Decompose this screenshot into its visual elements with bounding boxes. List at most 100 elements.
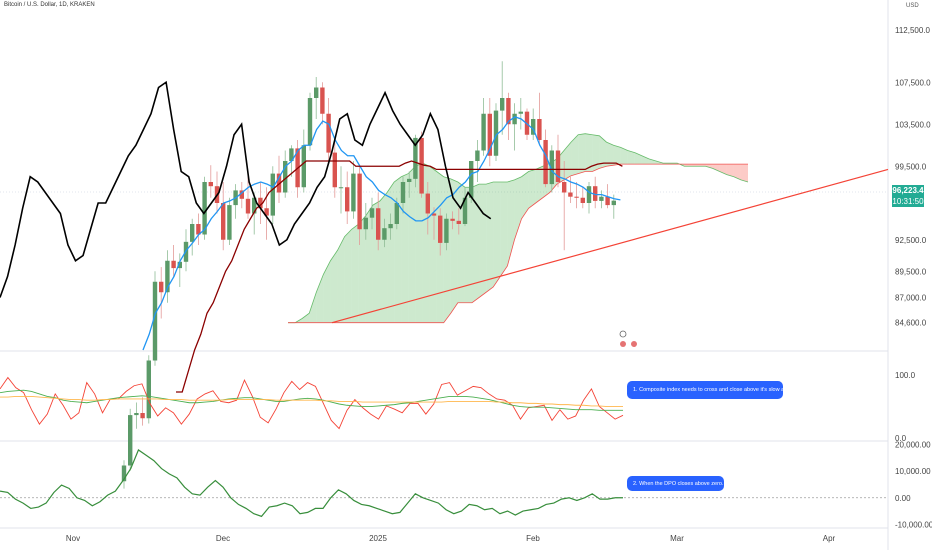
candle-body xyxy=(543,140,548,185)
cloud-segment xyxy=(493,182,501,287)
candle-body xyxy=(258,197,263,209)
candle-body xyxy=(580,197,585,203)
cloud-segment xyxy=(641,155,649,165)
candle-body xyxy=(227,205,232,240)
cloud-segment xyxy=(578,133,586,174)
candle-body xyxy=(369,208,375,218)
candle-body xyxy=(196,224,201,235)
x-tick-label: Mar xyxy=(670,534,684,543)
candle-body xyxy=(493,110,499,156)
cloud-segment xyxy=(479,184,487,298)
cloud-segment xyxy=(571,134,579,176)
cloud-segment xyxy=(500,182,508,277)
candle-body xyxy=(605,196,610,206)
candle-body xyxy=(276,173,282,193)
candle-body xyxy=(568,192,573,197)
cloud-segment xyxy=(733,164,741,180)
cloud-segment xyxy=(486,182,494,293)
dpo-line xyxy=(0,449,623,518)
candle-body xyxy=(208,182,213,187)
candle-body xyxy=(487,113,492,156)
candle-body xyxy=(134,413,139,416)
candle-body xyxy=(382,228,387,240)
cloud-segment xyxy=(740,164,748,182)
candle-body xyxy=(121,465,127,482)
x-tick-label: Apr xyxy=(823,534,836,543)
y-tick-label: 10,000.00 xyxy=(895,467,931,476)
candle-body xyxy=(363,217,368,230)
composite-index-pane xyxy=(0,376,624,430)
trendline[interactable] xyxy=(331,168,889,324)
candle-body xyxy=(320,87,325,114)
y-tick-label: 112,500.0 xyxy=(895,26,931,35)
candle-body xyxy=(400,182,406,203)
candle-body xyxy=(413,137,418,179)
last-price-tag: 96,223.4 10:31:50 xyxy=(892,185,924,207)
candle-body xyxy=(407,178,412,182)
y-tick-label: -10,000.00 xyxy=(895,520,932,529)
cloud-segment xyxy=(535,166,543,203)
candle-body xyxy=(593,186,598,201)
cloud-segment xyxy=(387,182,395,323)
candle-body xyxy=(190,224,195,242)
note-dpo[interactable]: 2. When the DPO closes above zero. xyxy=(627,476,724,491)
y-tick-label: 107,500.0 xyxy=(895,78,931,87)
candle-body xyxy=(171,260,176,269)
candle-body xyxy=(506,98,511,125)
y-tick-label: 89,500.0 xyxy=(895,267,927,276)
candle-body xyxy=(351,173,356,212)
cloud-segment xyxy=(358,215,366,323)
cloud-segment xyxy=(585,133,593,172)
y-tick-label: 99,500.0 xyxy=(895,162,927,171)
cloud-segment xyxy=(698,164,706,167)
candle-body xyxy=(469,161,474,198)
x-tick-label: Nov xyxy=(66,534,80,543)
cloud-segment xyxy=(691,164,699,167)
candle-body xyxy=(611,200,616,206)
x-tick-label: Dec xyxy=(216,534,230,543)
candle-body xyxy=(245,198,251,214)
candle-body xyxy=(326,113,331,153)
cloud-segment xyxy=(648,158,656,165)
cloud-segment xyxy=(620,147,628,165)
candle-body xyxy=(332,152,337,188)
candle-body xyxy=(475,150,480,161)
cloud-segment xyxy=(521,171,529,219)
composite-index-line xyxy=(0,376,624,430)
y-tick-label: 103,500.0 xyxy=(895,120,931,129)
candle-body xyxy=(574,196,579,198)
y-tick-label: 84,600.0 xyxy=(895,319,927,328)
cloud-segment xyxy=(613,145,621,166)
candle-body xyxy=(419,137,424,194)
cloud-segment xyxy=(564,142,572,180)
cloud-segment xyxy=(472,184,480,303)
us-flag-icon xyxy=(620,341,626,347)
base-line-line xyxy=(176,160,623,393)
candle-body xyxy=(146,360,151,419)
cloud-segment xyxy=(592,134,600,172)
cloud-segment xyxy=(394,176,402,323)
note-dpo-text: 2. When the DPO closes above zero. xyxy=(633,480,724,487)
cloud-segment xyxy=(429,166,437,323)
currency-label: USD xyxy=(906,3,919,9)
event-icons xyxy=(619,330,637,347)
candle-body xyxy=(537,119,542,140)
candle-body xyxy=(555,150,561,182)
cloud-segment xyxy=(726,164,734,177)
y-tick-label: 100.0 xyxy=(895,371,916,380)
note-composite[interactable]: 1. Composite index needs to cross and cl… xyxy=(627,381,815,399)
leading-span-a xyxy=(288,133,749,324)
cloud-segment xyxy=(380,192,388,323)
bar-countdown: 10:31:50 xyxy=(892,197,924,206)
cloud-segment xyxy=(684,164,692,167)
cloud-segment xyxy=(705,164,713,169)
pane-dividers xyxy=(0,0,889,550)
candle-body xyxy=(345,187,350,212)
cloud-segment xyxy=(634,152,642,165)
candle-body xyxy=(431,213,437,216)
candle-body xyxy=(270,173,275,216)
candle-body xyxy=(177,261,182,269)
candle-body xyxy=(456,220,461,224)
y-tick-label: 92,500.0 xyxy=(895,236,927,245)
